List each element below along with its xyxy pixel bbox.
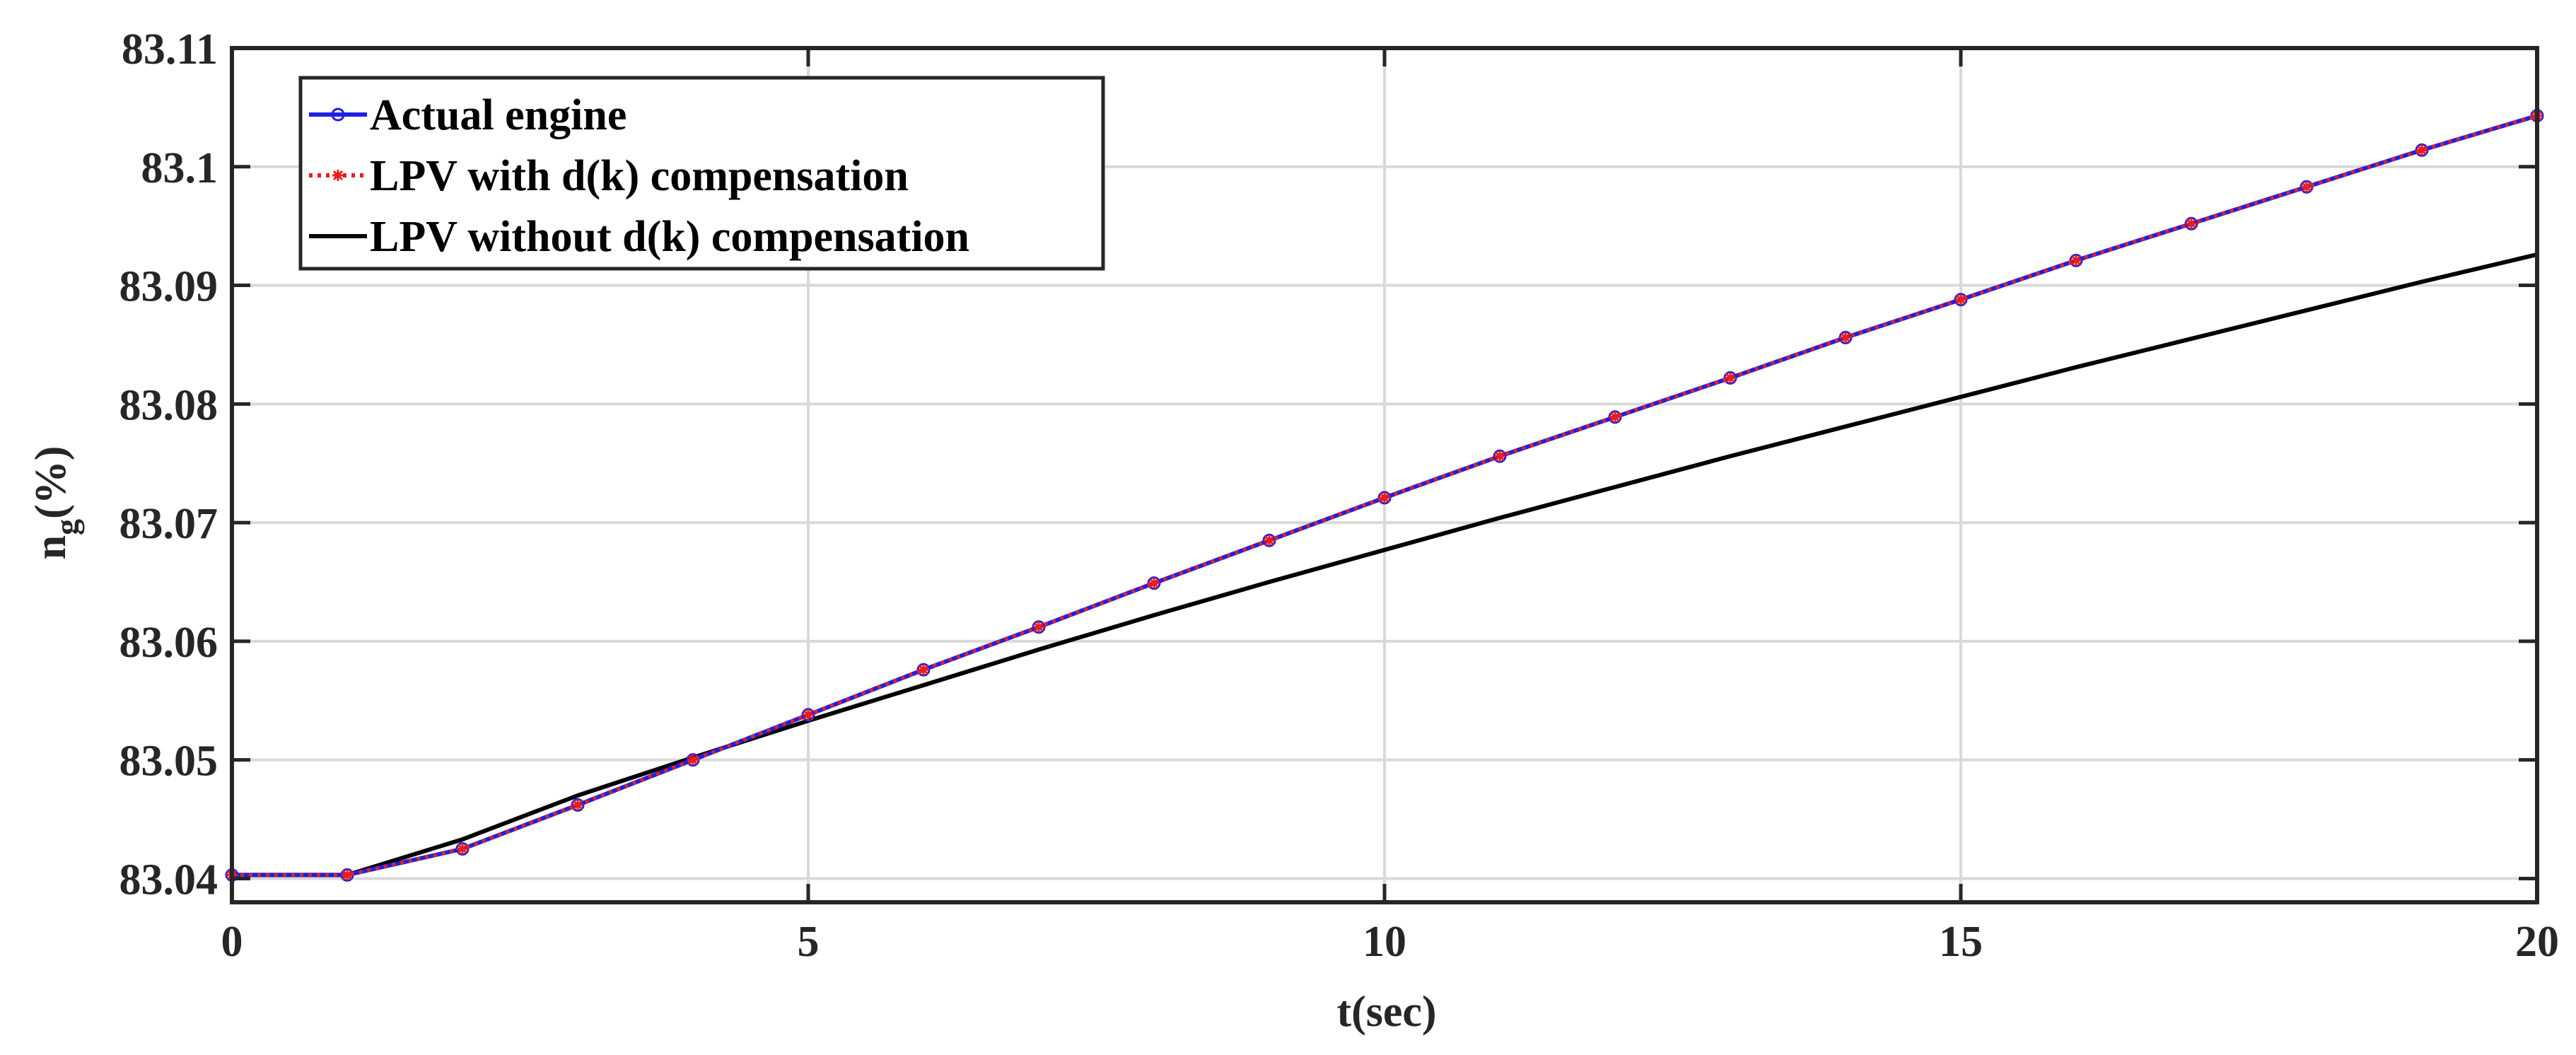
data-point: [1955, 293, 1966, 305]
data-point: [1725, 372, 1736, 384]
legend-label: LPV with d(k) compensation: [370, 152, 909, 200]
data-point: [803, 709, 814, 721]
x-tick-label: 0: [221, 918, 243, 966]
ticks: 0 5 10 15 20 83.04 83.05 83.06 83.07 83.08 83.09 83…: [120, 25, 2560, 966]
y-tick-label: 83.09: [120, 263, 218, 311]
data-point: [687, 754, 699, 766]
data-point: [457, 843, 468, 855]
data-point: [342, 869, 353, 881]
y-tick-label: 83.05: [120, 738, 218, 786]
y-tick-label: 83.06: [120, 619, 218, 667]
y-axis-label: ng(%): [27, 446, 85, 560]
x-tick-label: 20: [2515, 918, 2559, 966]
series-line: [232, 252, 2538, 878]
data-point: [572, 799, 583, 811]
legend-box: [298, 76, 1105, 271]
y-axis-label-main: n: [27, 535, 75, 559]
series-group: [225, 109, 2544, 882]
x-axis-label: t(sec): [1336, 988, 1436, 1036]
data-point: [1840, 332, 1851, 344]
y-tick-label: 83.07: [120, 500, 218, 548]
y-tick-label: 83.11: [122, 25, 218, 74]
data-point: [1264, 535, 1275, 547]
x-tick-label: 10: [1363, 918, 1406, 966]
data-point: [2070, 255, 2082, 267]
x-tick-label: 15: [1939, 918, 1983, 966]
grid-lines: [231, 47, 2539, 902]
y-axis-label-suffix: (%): [27, 446, 75, 519]
data-point: [1148, 577, 1160, 589]
data-point: [2301, 181, 2312, 193]
y-tick-label: 83.1: [141, 144, 218, 192]
data-point: [1609, 411, 1621, 423]
legend-marker: [332, 170, 344, 181]
data-point: [1379, 491, 1390, 503]
y-tick-label: 83.08: [120, 381, 218, 429]
data-point: [2416, 144, 2428, 156]
y-axis-label-subscript: g: [49, 519, 85, 535]
legend-label: LPV without d(k) compensation: [370, 213, 969, 261]
data-point: [2186, 218, 2197, 230]
legend-label: Actual engine: [370, 91, 626, 139]
data-point: [1033, 621, 1044, 633]
legend-marker: [331, 107, 345, 122]
y-tick-label: 83.04: [120, 856, 218, 904]
data-point: [1494, 450, 1505, 462]
x-tick-label: 5: [798, 918, 820, 966]
data-point: [918, 664, 929, 676]
legend: Actual engine LPV with d(k) compensation L…: [298, 76, 1105, 271]
